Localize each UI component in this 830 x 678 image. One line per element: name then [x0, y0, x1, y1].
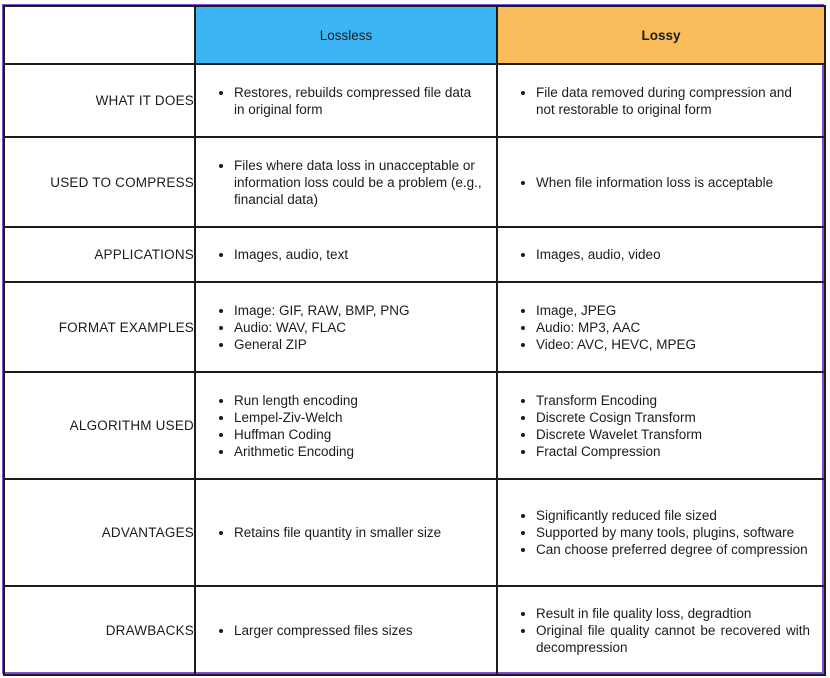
table-row: ALGORITHM USED Run length encoding Lempe…: [3, 371, 826, 480]
header-corner-cell: [3, 5, 196, 65]
list-item: Retains file quantity in smaller size: [234, 524, 482, 541]
lossy-cell: Images, audio, video: [496, 226, 826, 283]
row-label: DRAWBACKS: [3, 585, 196, 676]
header-lossy: Lossy: [496, 5, 826, 65]
table-row: DRAWBACKS Larger compressed files sizes …: [3, 585, 826, 676]
comparison-table: Lossless Lossy WHAT IT DOES Restores, re…: [3, 5, 826, 676]
list-item: Supported by many tools, plugins, softwa…: [536, 524, 810, 541]
list-item: Audio: WAV, FLAC: [234, 319, 482, 336]
lossy-cell: Significantly reduced file sized Support…: [496, 478, 826, 587]
list-item: Significantly reduced file sized: [536, 507, 810, 524]
list-item: Can choose preferred degree of compressi…: [536, 541, 810, 558]
lossy-cell: File data removed during compression and…: [496, 63, 826, 138]
bullet-list: Transform Encoding Discrete Cosign Trans…: [498, 392, 824, 460]
list-item: Huffman Coding: [234, 426, 482, 443]
bullet-list: Restores, rebuilds compressed file data …: [196, 84, 496, 118]
list-item: Audio: MP3, AAC: [536, 319, 810, 336]
lossless-cell: Images, audio, text: [194, 226, 498, 283]
list-item: Lempel-Ziv-Welch: [234, 409, 482, 426]
list-item: Discrete Wavelet Transform: [536, 426, 810, 443]
header-row: Lossless Lossy: [3, 5, 826, 65]
list-item: Image: GIF, RAW, BMP, PNG: [234, 302, 482, 319]
row-label: WHAT IT DOES: [3, 63, 196, 138]
bullet-list: File data removed during compression and…: [498, 84, 824, 118]
lossless-cell: Restores, rebuilds compressed file data …: [194, 63, 498, 138]
list-item: Files where data loss in unacceptable or…: [234, 157, 482, 208]
bullet-list: Larger compressed files sizes: [196, 622, 496, 639]
list-item: Fractal Compression: [536, 443, 810, 460]
table-row: WHAT IT DOES Restores, rebuilds compress…: [3, 63, 826, 138]
lossy-cell: When file information loss is acceptable: [496, 136, 826, 228]
bullet-list: Images, audio, video: [498, 246, 824, 263]
bullet-list: Image, JPEG Audio: MP3, AAC Video: AVC, …: [498, 302, 824, 353]
list-item: File data removed during compression and…: [536, 84, 810, 118]
row-label: FORMAT EXAMPLES: [3, 281, 196, 373]
bullet-list: Files where data loss in unacceptable or…: [196, 157, 496, 208]
list-item: Arithmetic Encoding: [234, 443, 482, 460]
lossy-cell: Transform Encoding Discrete Cosign Trans…: [496, 371, 826, 480]
list-item: Original file quality cannot be recovere…: [536, 622, 810, 656]
list-item: Images, audio, text: [234, 246, 482, 263]
bullet-list: Image: GIF, RAW, BMP, PNG Audio: WAV, FL…: [196, 302, 496, 353]
row-label: APPLICATIONS: [3, 226, 196, 283]
list-item: Discrete Cosign Transform: [536, 409, 810, 426]
list-item: Image, JPEG: [536, 302, 810, 319]
list-item: Images, audio, video: [536, 246, 810, 263]
list-item: When file information loss is acceptable: [536, 174, 810, 191]
table-row: USED TO COMPRESS Files where data loss i…: [3, 136, 826, 228]
list-item: Video: AVC, HEVC, MPEG: [536, 336, 810, 353]
lossless-cell: Larger compressed files sizes: [194, 585, 498, 676]
bullet-list: Images, audio, text: [196, 246, 496, 263]
row-label: USED TO COMPRESS: [3, 136, 196, 228]
table-row: FORMAT EXAMPLES Image: GIF, RAW, BMP, PN…: [3, 281, 826, 373]
list-item: Restores, rebuilds compressed file data …: [234, 84, 482, 118]
lossy-cell: Image, JPEG Audio: MP3, AAC Video: AVC, …: [496, 281, 826, 373]
lossless-cell: Image: GIF, RAW, BMP, PNG Audio: WAV, FL…: [194, 281, 498, 373]
list-item: Transform Encoding: [536, 392, 810, 409]
list-item: Result in file quality loss, degradtion: [536, 605, 810, 622]
bullet-list: Run length encoding Lempel-Ziv-Welch Huf…: [196, 392, 496, 460]
list-item: Run length encoding: [234, 392, 482, 409]
table-row: ADVANTAGES Retains file quantity in smal…: [3, 478, 826, 587]
header-lossless: Lossless: [194, 5, 498, 65]
row-label: ALGORITHM USED: [3, 371, 196, 480]
list-item: General ZIP: [234, 336, 482, 353]
bullet-list: Retains file quantity in smaller size: [196, 524, 496, 541]
bullet-list: When file information loss is acceptable: [498, 174, 824, 191]
lossless-cell: Run length encoding Lempel-Ziv-Welch Huf…: [194, 371, 498, 480]
lossy-cell: Result in file quality loss, degradtion …: [496, 585, 826, 676]
list-item: Larger compressed files sizes: [234, 622, 482, 639]
lossless-cell: Files where data loss in unacceptable or…: [194, 136, 498, 228]
table-row: APPLICATIONS Images, audio, text Images,…: [3, 226, 826, 283]
lossless-cell: Retains file quantity in smaller size: [194, 478, 498, 587]
bullet-list: Significantly reduced file sized Support…: [498, 507, 824, 558]
row-label: ADVANTAGES: [3, 478, 196, 587]
bullet-list: Result in file quality loss, degradtion …: [498, 605, 824, 656]
